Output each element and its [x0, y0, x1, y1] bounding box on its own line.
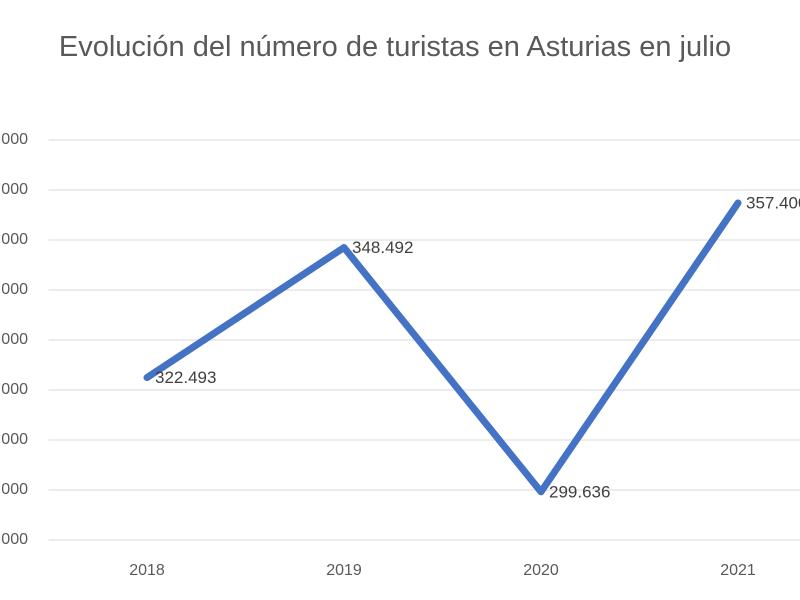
x-tick-label: 2020	[523, 562, 559, 579]
y-tick-label: 340.000	[0, 281, 28, 298]
data-label: 357.400	[746, 193, 800, 212]
y-tick-label: 370.000	[0, 131, 28, 148]
data-line	[143, 199, 742, 496]
chart-title: Evolución del número de turistas en Astu…	[58, 31, 732, 63]
x-tick-label: 2018	[129, 562, 165, 579]
data-label: 322.493	[155, 368, 216, 387]
y-tick-label: 360.000	[0, 181, 28, 198]
x-tick-label: 2019	[326, 562, 362, 579]
y-tick-label: 290.000	[0, 531, 28, 548]
data-label: 299.636	[549, 482, 610, 501]
y-tick-label: 310.000	[0, 431, 28, 448]
y-tick-label: 300.000	[0, 481, 28, 498]
y-tick-label: 330.000	[0, 331, 28, 348]
y-tick-label: 320.000	[0, 381, 28, 398]
y-tick-label: 350.000	[0, 231, 28, 248]
data-label: 348.492	[352, 238, 413, 257]
x-tick-label: 2021	[720, 562, 756, 579]
